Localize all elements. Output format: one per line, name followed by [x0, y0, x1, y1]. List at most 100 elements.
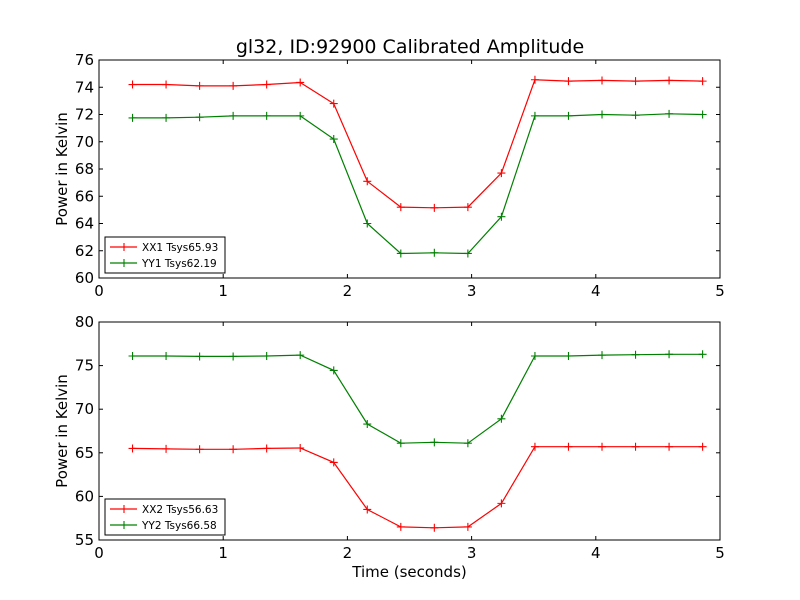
legend-label: YY2 Tsys66.58: [141, 520, 217, 532]
data-point-marker: [329, 458, 338, 467]
data-point-marker: [463, 439, 472, 448]
data-point-marker: [195, 445, 204, 454]
data-point-marker: [463, 203, 472, 212]
data-point-marker: [497, 212, 506, 221]
y-tick-label: 74: [75, 78, 94, 96]
data-point-marker: [195, 352, 204, 361]
y-tick-label: 76: [75, 51, 94, 69]
data-point-marker: [530, 442, 539, 451]
legend: XX1 Tsys65.93 YY1 Tsys62.19: [104, 236, 226, 274]
series-line: [132, 79, 703, 209]
data-point-marker: [229, 81, 238, 90]
x-tick-label: 4: [591, 282, 601, 300]
data-point-marker: [262, 80, 271, 89]
legend-label: XX2 Tsys56.63: [142, 504, 218, 516]
data-point-marker: [396, 522, 405, 531]
x-tick-label: 3: [467, 282, 477, 300]
data-point-marker: [162, 113, 171, 122]
data-point-marker: [296, 111, 305, 120]
data-point-marker: [363, 505, 372, 514]
data-point-marker: [363, 177, 372, 186]
data-point-marker: [396, 439, 405, 448]
data-point-marker: [497, 169, 506, 178]
legend-marker: [120, 243, 128, 251]
data-point-marker: [698, 350, 707, 359]
legend: XX2 Tsys56.63 YY2 Tsys66.58: [104, 498, 226, 536]
data-point-marker: [463, 522, 472, 531]
data-point-marker: [564, 77, 573, 86]
data-point-marker: [665, 350, 674, 359]
data-point-marker: [195, 81, 204, 90]
y-tick-label: 60: [75, 487, 94, 505]
data-point-marker: [296, 444, 305, 453]
data-point-marker: [195, 113, 204, 122]
data-point-marker: [698, 77, 707, 86]
x-tick-label: 1: [218, 544, 228, 562]
y-tick-label: 68: [75, 160, 94, 178]
top-panel: 0 1 2 3 4 5 60 62 64 66 68 70 72 74 76 Power in Kelvin X…: [53, 51, 725, 300]
series-2: [128, 109, 707, 258]
y-axis-label: Power in Kelvin: [53, 112, 71, 226]
data-point-marker: [631, 111, 640, 120]
legend-marker: [120, 505, 128, 513]
data-point-marker: [430, 523, 439, 532]
series-1: [128, 75, 707, 212]
legend-label: XX1 Tsys65.93: [142, 242, 218, 254]
data-point-marker: [430, 203, 439, 212]
y-tick-label: 70: [75, 133, 94, 151]
data-point-marker: [430, 438, 439, 447]
data-point-marker: [631, 350, 640, 359]
data-point-marker: [128, 444, 137, 453]
x-axis-label: Time (seconds): [351, 563, 467, 581]
y-tick-label: 55: [75, 531, 94, 549]
data-point-marker: [229, 445, 238, 454]
x-tick-label: 2: [343, 544, 353, 562]
data-point-marker: [229, 352, 238, 361]
data-point-marker: [128, 352, 137, 361]
data-point-marker: [296, 78, 305, 87]
data-point-marker: [598, 351, 607, 360]
data-point-marker: [262, 111, 271, 120]
data-point-marker: [665, 109, 674, 118]
data-point-marker: [128, 113, 137, 122]
y-tick-label: 72: [75, 106, 94, 124]
data-point-marker: [262, 352, 271, 361]
y-tick-label: 60: [75, 269, 94, 287]
data-point-marker: [530, 352, 539, 361]
data-point-marker: [497, 414, 506, 423]
data-point-marker: [162, 80, 171, 89]
data-point-marker: [396, 249, 405, 258]
data-point-marker: [128, 80, 137, 89]
x-tick-label: 5: [715, 544, 725, 562]
data-point-marker: [564, 442, 573, 451]
data-point-marker: [631, 77, 640, 86]
data-point-marker: [530, 75, 539, 84]
legend-marker: [120, 259, 128, 267]
data-point-marker: [665, 76, 674, 85]
x-tick-label: 0: [94, 544, 104, 562]
x-tick-label: 2: [343, 282, 353, 300]
y-tick-label: 65: [75, 444, 94, 462]
data-point-marker: [564, 111, 573, 120]
data-point-marker: [430, 248, 439, 257]
legend-label: YY1 Tsys62.19: [141, 258, 217, 270]
x-tick-label: 4: [591, 544, 601, 562]
series-line: [132, 113, 703, 255]
data-point-marker: [229, 111, 238, 120]
data-point-marker: [698, 110, 707, 119]
legend-marker: [120, 521, 128, 529]
data-point-marker: [329, 135, 338, 144]
x-tick-label: 5: [715, 282, 725, 300]
data-point-marker: [598, 110, 607, 119]
y-tick-label: 62: [75, 242, 94, 260]
y-tick-label: 75: [75, 357, 94, 375]
data-point-marker: [564, 352, 573, 361]
data-point-marker: [262, 444, 271, 453]
plot-frame: [98, 321, 721, 541]
series-line: [132, 353, 703, 444]
series-1: [128, 442, 707, 532]
data-point-marker: [497, 499, 506, 508]
legend-frame: [104, 498, 226, 536]
series-line: [132, 446, 703, 529]
y-tick-label: 66: [75, 187, 94, 205]
